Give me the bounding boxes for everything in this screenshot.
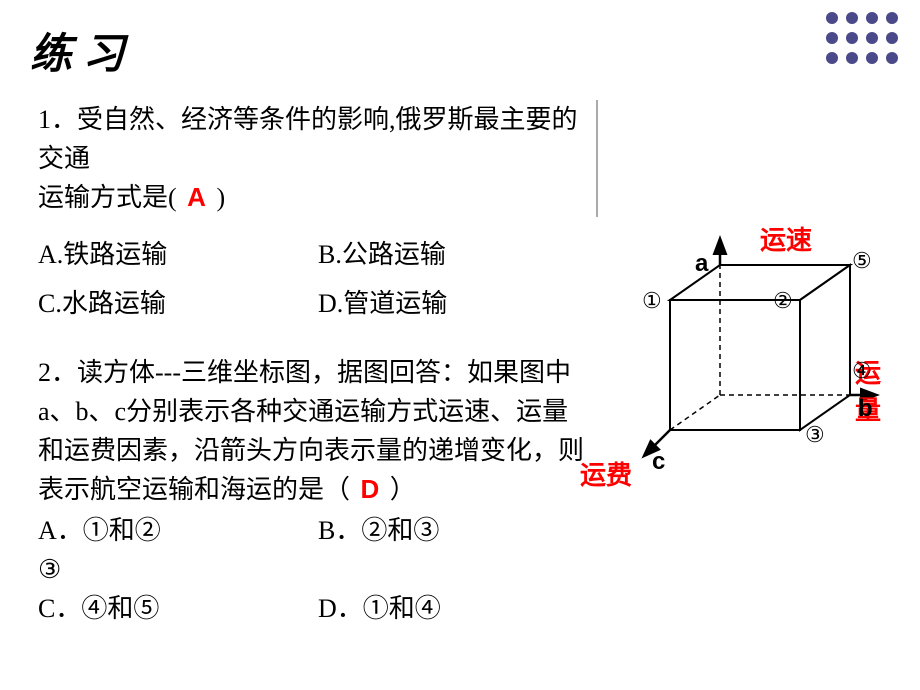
axis-label-speed: 运速: [760, 220, 812, 257]
node-4: ④: [852, 358, 872, 384]
q2-option-a: A．①和②: [38, 511, 318, 550]
q1-option-d: D.管道运输: [318, 284, 598, 323]
label-b: b: [858, 395, 873, 423]
q1-options-row2: C.水路运输 D.管道运输: [38, 284, 598, 323]
q2-post: ）: [390, 475, 416, 504]
q1-line1: 1．受自然、经济等条件的影响,俄罗斯最主要的交通: [38, 105, 578, 173]
content-area: 1．受自然、经济等条件的影响,俄罗斯最主要的交通 运输方式是( A ) A.铁路…: [38, 100, 598, 628]
node-5: ⑤: [852, 248, 872, 274]
q2-answer: D: [357, 474, 384, 504]
cube-svg: [590, 230, 890, 530]
q2-option-d: D．①和④: [318, 589, 598, 628]
q2-option-b-tail: ③: [38, 550, 598, 589]
q2-option-c: C．④和⑤: [38, 589, 318, 628]
corner-decoration: [826, 12, 900, 66]
q1-options-row1: A.铁路运输 B.公路运输: [38, 235, 598, 274]
q1-answer: A: [183, 182, 210, 212]
node-2: ②: [773, 288, 793, 314]
q1-option-b: B.公路运输: [318, 235, 598, 274]
label-a: a: [695, 250, 708, 278]
q1-option-c: C.水路运输: [38, 284, 318, 323]
q1-line2-post: ): [216, 183, 225, 212]
question-2-stem: 2．读方体---三维坐标图，据图回答：如果图中a、b、c分别表示各种交通运输方式…: [38, 353, 588, 509]
q1-line2-pre: 运输方式是(: [38, 183, 177, 212]
page-title: 练 习: [30, 20, 125, 81]
cube-diagram: 运速 运量 运费 a b c ① ② ③ ④ ⑤: [590, 230, 890, 530]
q2-text: 2．读方体---三维坐标图，据图回答：如果图中a、b、c分别表示各种交通运输方式…: [38, 358, 584, 504]
q2-option-b: B．②和③: [318, 511, 598, 550]
q2-options: A．①和② B．②和③ ③ C．④和⑤ D．①和④: [38, 511, 598, 628]
node-3: ③: [805, 422, 825, 448]
axis-label-cost: 运费: [580, 455, 632, 492]
label-c: c: [652, 448, 665, 476]
question-1-stem: 1．受自然、经济等条件的影响,俄罗斯最主要的交通 运输方式是( A ): [38, 100, 598, 217]
node-1: ①: [642, 288, 662, 314]
q1-option-a: A.铁路运输: [38, 235, 318, 274]
